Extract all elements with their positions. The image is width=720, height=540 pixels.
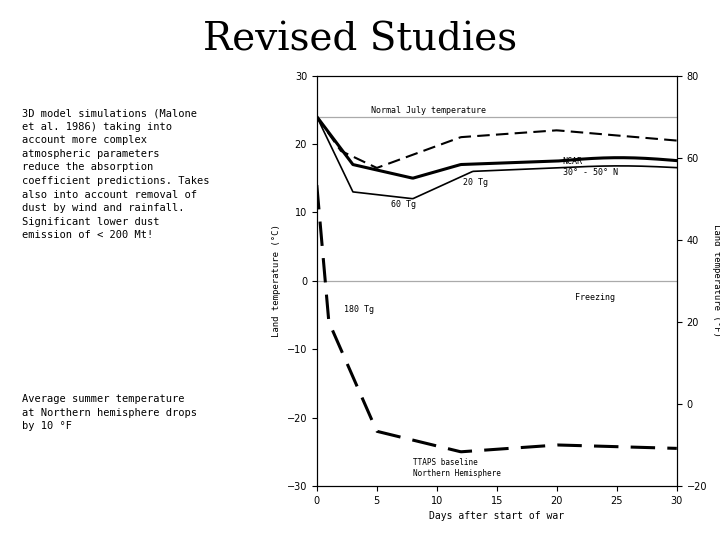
X-axis label: Days after start of war: Days after start of war xyxy=(429,511,564,521)
Text: Normal July temperature: Normal July temperature xyxy=(371,105,486,114)
Text: 20 Tg: 20 Tg xyxy=(463,178,488,187)
Y-axis label: Land temperature (°C): Land temperature (°C) xyxy=(272,224,281,338)
Text: Revised Studies: Revised Studies xyxy=(203,22,517,59)
Text: 180 Tg: 180 Tg xyxy=(344,305,374,314)
Text: Freezing: Freezing xyxy=(575,293,615,302)
Y-axis label: Land temperature (°F): Land temperature (°F) xyxy=(712,224,720,338)
Text: 60 Tg: 60 Tg xyxy=(391,200,416,209)
Text: Average summer temperature
at Northern hemisphere drops
by 10 °F: Average summer temperature at Northern h… xyxy=(22,394,197,431)
Text: TTAPS baseline
Northern Hemisphere: TTAPS baseline Northern Hemisphere xyxy=(413,458,500,478)
Text: NCAR
30° - 50° N: NCAR 30° - 50° N xyxy=(563,157,618,177)
Text: 3D model simulations (Malone
et al. 1986) taking into
account more complex
atmos: 3D model simulations (Malone et al. 1986… xyxy=(22,108,209,240)
